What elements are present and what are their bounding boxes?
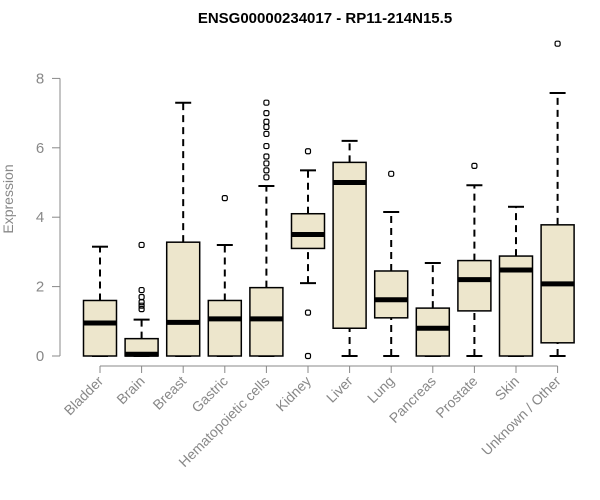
outlier-point bbox=[263, 174, 270, 181]
iqr-box bbox=[373, 270, 409, 319]
y-tick-label: 2 bbox=[36, 279, 44, 296]
outlier-point bbox=[304, 352, 312, 360]
outlier-point bbox=[138, 241, 145, 249]
outlier-point bbox=[138, 293, 145, 301]
outlier-point bbox=[138, 299, 145, 306]
box-prostate bbox=[457, 162, 492, 357]
outlier-point bbox=[471, 162, 478, 169]
iqr-box bbox=[457, 259, 492, 312]
outlier-point bbox=[263, 99, 270, 106]
y-tick-label: 0 bbox=[36, 348, 44, 365]
box-lung bbox=[373, 170, 409, 357]
x-tick-label: Prostate bbox=[432, 373, 480, 421]
x-tick-label: Brain bbox=[113, 373, 147, 407]
iqr-box bbox=[415, 307, 451, 357]
box-gastric bbox=[207, 195, 243, 357]
outlier-point bbox=[304, 148, 312, 155]
x-tick-label: Breast bbox=[149, 373, 189, 413]
iqr-box bbox=[249, 286, 284, 357]
box-liver bbox=[332, 139, 367, 357]
y-tick-label: 4 bbox=[36, 209, 44, 226]
box-unknown-other bbox=[540, 40, 575, 357]
outlier-point bbox=[221, 195, 228, 202]
box-brain bbox=[124, 241, 159, 357]
outlier-point bbox=[388, 170, 395, 177]
iqr-box bbox=[82, 299, 118, 357]
y-tick-label: 6 bbox=[36, 140, 44, 157]
outlier-point bbox=[263, 123, 270, 131]
x-tick-label: Lung bbox=[364, 373, 397, 406]
x-tick-label: Unknown / Other bbox=[478, 373, 564, 459]
outlier-point bbox=[304, 309, 312, 316]
box-skin bbox=[498, 205, 534, 357]
iqr-box bbox=[165, 241, 201, 357]
y-axis: 0 2 4 6 8 bbox=[36, 70, 61, 365]
iqr-box bbox=[332, 161, 367, 329]
outlier-point bbox=[263, 142, 270, 150]
iqr-box bbox=[207, 299, 243, 357]
x-tick-label: Kidney bbox=[273, 373, 315, 415]
iqr-box bbox=[498, 255, 534, 357]
y-axis-label: Expression bbox=[0, 164, 16, 233]
x-tick-label: Bladder bbox=[61, 373, 107, 419]
boxes-group bbox=[82, 40, 575, 360]
box-bladder bbox=[82, 245, 118, 357]
box-kidney bbox=[290, 148, 326, 360]
outlier-point bbox=[138, 302, 145, 309]
outlier-point bbox=[263, 167, 270, 174]
outlier-point bbox=[263, 153, 270, 160]
box-breast bbox=[165, 101, 201, 357]
outlier-point bbox=[263, 118, 270, 125]
outlier-point bbox=[554, 40, 561, 47]
outlier-point bbox=[263, 109, 270, 117]
chart-title: ENSG00000234017 - RP11-214N15.5 bbox=[198, 10, 452, 27]
box-pancreas bbox=[415, 262, 451, 357]
y-tick-label: 8 bbox=[36, 70, 44, 87]
x-tick-label: Liver bbox=[323, 373, 356, 406]
outlier-point bbox=[138, 286, 145, 294]
x-tick-label: Skin bbox=[492, 373, 523, 404]
outlier-point bbox=[138, 306, 145, 313]
outlier-point bbox=[263, 160, 270, 167]
outlier-point bbox=[263, 130, 270, 138]
box-hematopoietic-cells bbox=[249, 99, 284, 357]
iqr-box bbox=[290, 212, 326, 250]
